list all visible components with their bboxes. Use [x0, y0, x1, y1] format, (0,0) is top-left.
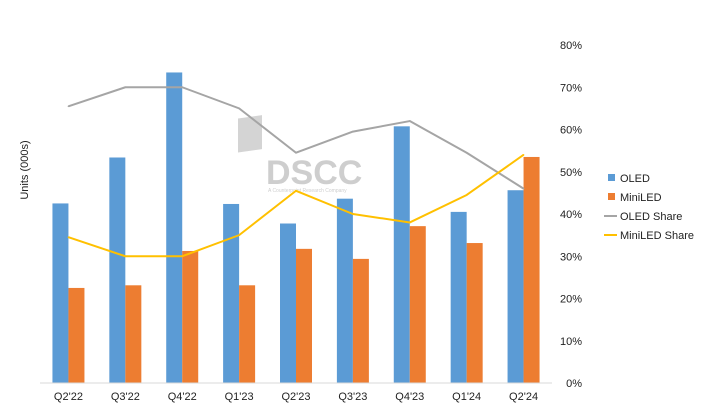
x-tick-label-3: Q1'23 — [225, 391, 254, 403]
y-right-tick-label-2: 20% — [560, 294, 582, 306]
watermark-subtitle: A Counterpoint Research Company — [268, 188, 347, 194]
lines-layer — [67, 86, 525, 258]
point-miniled-share-1 — [124, 255, 127, 258]
bar-miniled-0 — [68, 287, 85, 383]
bar-miniled-6 — [409, 226, 426, 383]
point-miniled-share-0 — [67, 236, 70, 239]
point-miniled-share-7 — [465, 194, 468, 196]
point-oled-share-1 — [124, 86, 127, 89]
point-oled-share-5 — [352, 130, 354, 133]
x-tick-label-2: Q4'22 — [168, 391, 197, 403]
bars-layer — [52, 72, 540, 384]
legend-label-2: OLED Share — [620, 211, 682, 223]
point-oled-share-0 — [67, 105, 70, 108]
watermark-logo-icon — [238, 115, 262, 153]
bar-miniled-3 — [239, 285, 256, 383]
bar-miniled-8 — [523, 156, 540, 383]
point-oled-share-3 — [238, 107, 240, 110]
y-right-tick-label-7: 70% — [560, 82, 582, 94]
bar-oled-5 — [336, 198, 353, 383]
bar-oled-0 — [52, 203, 69, 383]
bar-oled-1 — [109, 157, 126, 383]
bar-miniled-4 — [296, 248, 312, 383]
bar-miniled-5 — [352, 258, 369, 383]
point-miniled-share-3 — [238, 234, 240, 236]
point-oled-share-2 — [181, 86, 184, 89]
y-right-tick-label-4: 40% — [560, 209, 582, 221]
x-tick-label-4: Q2'23 — [281, 391, 310, 403]
legend-label-1: MiniLED — [620, 192, 662, 204]
y-right-tick-label-3: 30% — [560, 251, 582, 263]
x-tick-label-6: Q4'23 — [395, 391, 424, 403]
bar-miniled-2 — [182, 250, 199, 383]
x-tick-label-8: Q2'24 — [509, 391, 538, 403]
point-miniled-share-6 — [408, 221, 411, 224]
legend-label-0: OLED — [620, 173, 650, 185]
bar-miniled-1 — [125, 285, 142, 383]
watermark-text: DSCC — [266, 154, 362, 192]
point-oled-share-4 — [295, 151, 297, 154]
y-right-tick-label-1: 10% — [560, 336, 582, 348]
bar-oled-2 — [166, 72, 183, 384]
legend-swatch-0 — [608, 174, 615, 181]
watermark: DSCC A Counterpoint Research Company — [238, 115, 362, 194]
y-right-tick-label-6: 60% — [560, 125, 582, 137]
legend-label-3: MiniLED Share — [620, 230, 694, 242]
y-right-tick-labels: 0% 10% 20% 30% 40% 50% 60% 70% 80% — [560, 40, 582, 390]
y-right-tick-label-0: 0% — [566, 378, 582, 390]
point-oled-share-6 — [408, 120, 411, 122]
bar-oled-6 — [393, 126, 410, 384]
legend-swatch-1 — [608, 193, 615, 200]
bar-oled-3 — [223, 203, 240, 383]
bar-miniled-7 — [466, 243, 483, 383]
y-right-tick-label-8: 80% — [560, 40, 582, 52]
bar-oled-7 — [450, 211, 467, 383]
x-tick-label-0: Q2'22 — [54, 391, 83, 403]
bar-oled-4 — [280, 223, 296, 383]
point-oled-share-8 — [522, 187, 525, 190]
x-tick-labels: Q2'22 Q3'22 Q4'22 Q1'23 Q2'23 Q3'23 Q4'23 Q1'24… — [54, 391, 538, 403]
point-oled-share-7 — [465, 151, 468, 154]
legend: OLED MiniLED OLED Share MiniLED Share — [604, 173, 694, 242]
point-miniled-share-8 — [522, 154, 525, 156]
point-miniled-share-4 — [295, 189, 297, 192]
x-tick-label-7: Q1'24 — [452, 391, 481, 403]
bar-oled-8 — [507, 190, 524, 383]
x-tick-label-1: Q3'22 — [111, 391, 140, 403]
x-tick-label-5: Q3'23 — [338, 391, 367, 403]
point-miniled-share-2 — [181, 255, 184, 258]
y-right-tick-label-5: 50% — [560, 167, 582, 179]
y-axis-label: Units (000s) — [19, 140, 31, 199]
point-miniled-share-5 — [352, 213, 354, 215]
